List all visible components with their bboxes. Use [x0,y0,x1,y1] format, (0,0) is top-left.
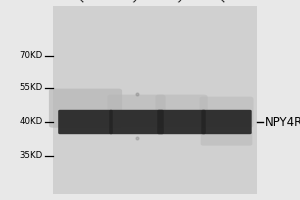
Text: MCF7: MCF7 [78,0,102,4]
Text: 70KD: 70KD [19,51,43,60]
Bar [52,6,256,194]
FancyBboxPatch shape [201,131,252,146]
Text: 40KD: 40KD [19,117,43,127]
FancyBboxPatch shape [201,110,252,134]
Text: SH-SY5Y: SH-SY5Y [129,0,162,4]
FancyBboxPatch shape [109,110,164,134]
Text: 35KD: 35KD [19,152,43,160]
Text: 55KD: 55KD [19,83,43,92]
FancyBboxPatch shape [200,97,253,128]
Text: NPY4R: NPY4R [265,116,300,129]
FancyBboxPatch shape [157,110,206,134]
FancyBboxPatch shape [49,89,122,128]
Text: SW480: SW480 [174,0,202,4]
FancyBboxPatch shape [155,95,208,128]
FancyBboxPatch shape [58,110,113,134]
FancyBboxPatch shape [107,95,166,128]
Text: HT-29: HT-29 [219,0,243,4]
